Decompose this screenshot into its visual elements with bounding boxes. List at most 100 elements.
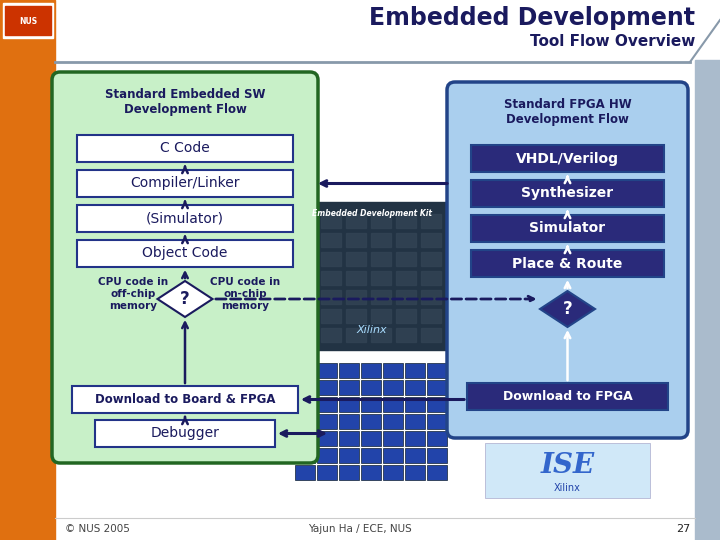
Bar bbox=[361, 363, 381, 378]
Polygon shape bbox=[540, 291, 595, 327]
Bar bbox=[317, 363, 337, 378]
Bar bbox=[421, 309, 441, 323]
Bar bbox=[396, 328, 416, 342]
Bar bbox=[405, 465, 425, 480]
Text: Compiler/Linker: Compiler/Linker bbox=[130, 177, 240, 191]
FancyBboxPatch shape bbox=[471, 250, 664, 277]
Bar bbox=[339, 414, 359, 429]
Bar bbox=[295, 448, 315, 463]
Bar bbox=[295, 465, 315, 480]
Bar bbox=[339, 465, 359, 480]
Bar bbox=[296, 271, 316, 285]
Bar bbox=[295, 363, 315, 378]
Bar bbox=[346, 290, 366, 304]
Bar bbox=[371, 290, 391, 304]
Bar bbox=[421, 214, 441, 228]
Bar bbox=[371, 271, 391, 285]
Text: Tool Flow Overview: Tool Flow Overview bbox=[530, 33, 695, 49]
Bar bbox=[296, 290, 316, 304]
Text: Embedded Development Kit: Embedded Development Kit bbox=[312, 210, 432, 219]
Bar bbox=[383, 363, 403, 378]
Bar bbox=[346, 271, 366, 285]
Bar bbox=[371, 309, 391, 323]
Bar bbox=[321, 328, 341, 342]
Bar bbox=[5, 6, 51, 35]
Bar bbox=[396, 233, 416, 247]
Bar bbox=[346, 214, 366, 228]
Bar bbox=[405, 363, 425, 378]
Bar bbox=[295, 414, 315, 429]
Bar bbox=[485, 443, 650, 498]
FancyBboxPatch shape bbox=[77, 135, 293, 162]
Text: Object Code: Object Code bbox=[143, 246, 228, 260]
Bar bbox=[361, 448, 381, 463]
Bar bbox=[296, 214, 316, 228]
Bar bbox=[421, 233, 441, 247]
FancyBboxPatch shape bbox=[52, 72, 318, 463]
Text: Debugger: Debugger bbox=[150, 427, 220, 441]
Text: VHDL/Verilog: VHDL/Verilog bbox=[516, 152, 619, 165]
Text: ?: ? bbox=[180, 290, 190, 308]
Bar bbox=[0, 0, 55, 540]
Text: Download to FPGA: Download to FPGA bbox=[503, 390, 632, 403]
Text: Yajun Ha / ECE, NUS: Yajun Ha / ECE, NUS bbox=[308, 524, 412, 534]
Text: C Code: C Code bbox=[160, 141, 210, 156]
Bar bbox=[405, 397, 425, 412]
Bar bbox=[339, 380, 359, 395]
Bar bbox=[321, 271, 341, 285]
Bar bbox=[317, 431, 337, 446]
Bar bbox=[383, 380, 403, 395]
Bar bbox=[296, 328, 316, 342]
Text: © NUS 2005: © NUS 2005 bbox=[65, 524, 130, 534]
Bar bbox=[361, 397, 381, 412]
Bar bbox=[321, 290, 341, 304]
Text: Simulator: Simulator bbox=[529, 221, 606, 235]
Bar bbox=[317, 397, 337, 412]
Text: 27: 27 bbox=[676, 524, 690, 534]
Bar bbox=[396, 309, 416, 323]
Text: CPU code in
on-chip
memory: CPU code in on-chip memory bbox=[210, 278, 280, 310]
Bar bbox=[695, 60, 720, 540]
Text: NUS: NUS bbox=[19, 17, 37, 25]
Bar bbox=[405, 380, 425, 395]
Bar bbox=[346, 309, 366, 323]
Bar bbox=[421, 271, 441, 285]
FancyBboxPatch shape bbox=[77, 170, 293, 197]
Bar bbox=[427, 431, 447, 446]
Bar bbox=[339, 431, 359, 446]
Bar bbox=[296, 233, 316, 247]
Bar bbox=[295, 380, 315, 395]
Bar bbox=[383, 448, 403, 463]
Bar bbox=[371, 233, 391, 247]
Text: Download to Board & FPGA: Download to Board & FPGA bbox=[95, 393, 275, 406]
Text: Synthesizer: Synthesizer bbox=[521, 186, 613, 200]
Bar bbox=[427, 397, 447, 412]
Bar bbox=[427, 465, 447, 480]
Bar bbox=[295, 397, 315, 412]
FancyBboxPatch shape bbox=[95, 420, 275, 447]
Text: Xilinx: Xilinx bbox=[554, 483, 581, 493]
Bar bbox=[321, 309, 341, 323]
Bar bbox=[383, 431, 403, 446]
Text: ?: ? bbox=[562, 300, 572, 318]
Bar bbox=[339, 363, 359, 378]
Bar bbox=[421, 252, 441, 266]
FancyBboxPatch shape bbox=[447, 82, 688, 438]
Bar bbox=[339, 397, 359, 412]
Bar bbox=[383, 397, 403, 412]
Bar bbox=[396, 214, 416, 228]
Bar bbox=[427, 414, 447, 429]
Bar bbox=[321, 252, 341, 266]
Bar bbox=[346, 233, 366, 247]
Bar bbox=[296, 309, 316, 323]
Text: Standard Embedded SW
Development Flow: Standard Embedded SW Development Flow bbox=[104, 88, 265, 116]
Bar bbox=[405, 431, 425, 446]
Bar bbox=[317, 414, 337, 429]
Bar bbox=[405, 414, 425, 429]
Bar bbox=[3, 3, 53, 38]
Text: Embedded Development: Embedded Development bbox=[369, 6, 695, 30]
FancyBboxPatch shape bbox=[471, 145, 664, 172]
Bar bbox=[421, 328, 441, 342]
Bar bbox=[346, 252, 366, 266]
Bar bbox=[427, 380, 447, 395]
